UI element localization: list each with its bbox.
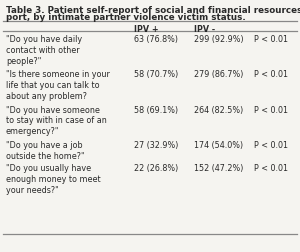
Text: enough money to meet: enough money to meet xyxy=(6,175,100,184)
Text: to stay with in case of an: to stay with in case of an xyxy=(6,116,107,125)
Text: P < 0.01: P < 0.01 xyxy=(254,140,287,149)
Text: life that you can talk to: life that you can talk to xyxy=(6,81,100,90)
Text: contact with other: contact with other xyxy=(6,46,80,55)
Text: "Is there someone in your: "Is there someone in your xyxy=(6,70,110,79)
Text: 264 (82.5%): 264 (82.5%) xyxy=(194,105,243,114)
Text: 58 (69.1%): 58 (69.1%) xyxy=(134,105,178,114)
Text: 299 (92.9%): 299 (92.9%) xyxy=(194,35,243,44)
Text: your needs?": your needs?" xyxy=(6,185,59,195)
Text: 22 (26.8%): 22 (26.8%) xyxy=(134,164,178,173)
Text: P < 0.01: P < 0.01 xyxy=(254,35,287,44)
Text: P < 0.01: P < 0.01 xyxy=(254,70,287,79)
Text: "Do you have a job: "Do you have a job xyxy=(6,140,82,149)
Text: port, by intimate partner violence victim status.: port, by intimate partner violence victi… xyxy=(6,13,246,22)
Text: IPV -: IPV - xyxy=(194,25,214,34)
Text: "Do you have daily: "Do you have daily xyxy=(6,35,82,44)
Text: IPV +: IPV + xyxy=(134,25,158,34)
Text: P < 0.01: P < 0.01 xyxy=(254,164,287,173)
Text: 279 (86.7%): 279 (86.7%) xyxy=(194,70,243,79)
Text: 58 (70.7%): 58 (70.7%) xyxy=(134,70,178,79)
Text: 27 (32.9%): 27 (32.9%) xyxy=(134,140,178,149)
Text: 174 (54.0%): 174 (54.0%) xyxy=(194,140,243,149)
Text: people?": people?" xyxy=(6,56,41,66)
Text: Table 3. Patient self-report of social and financial resources/sup-: Table 3. Patient self-report of social a… xyxy=(6,6,300,15)
Text: about any problem?: about any problem? xyxy=(6,92,87,101)
Text: 63 (76.8%): 63 (76.8%) xyxy=(134,35,178,44)
Text: outside the home?": outside the home?" xyxy=(6,151,85,160)
Text: "Do you have someone: "Do you have someone xyxy=(6,105,100,114)
Text: emergency?": emergency?" xyxy=(6,127,59,136)
Text: P < 0.01: P < 0.01 xyxy=(254,105,287,114)
Text: 152 (47.2%): 152 (47.2%) xyxy=(194,164,243,173)
Text: "Do you usually have: "Do you usually have xyxy=(6,164,91,173)
